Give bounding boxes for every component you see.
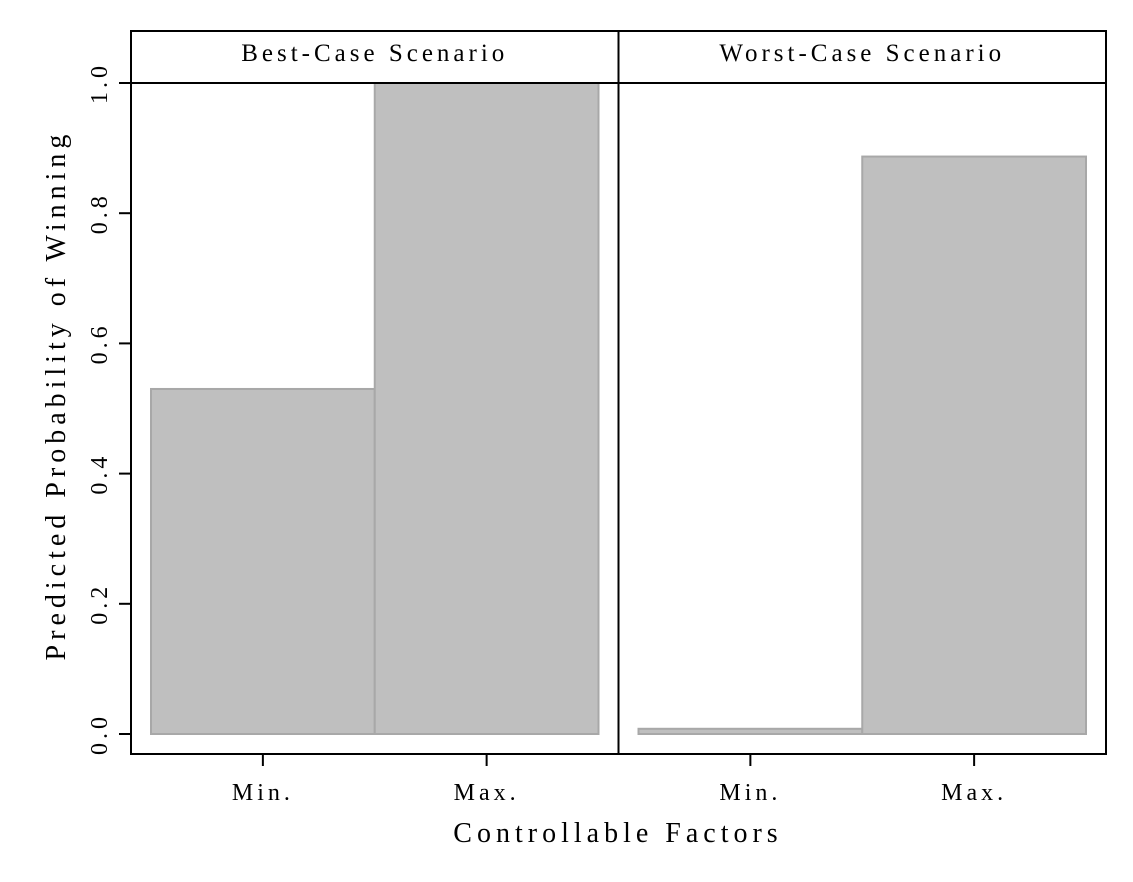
x-tick-label: Min. xyxy=(232,780,294,806)
x-tick-label: Max. xyxy=(941,780,1007,806)
panel-strip-label: Best-Case Scenario xyxy=(241,40,508,67)
bar-2-max xyxy=(861,155,1087,736)
y-tick-label: 0.8 xyxy=(87,192,113,234)
x-tick-label: Max. xyxy=(454,780,520,806)
bar-1-min xyxy=(150,387,376,735)
y-tick-label: 0.0 xyxy=(87,713,113,755)
panel-1: Best-Case Scenario xyxy=(130,30,620,755)
y-axis-title: Predicted Probability of Winning xyxy=(41,130,72,661)
panels-layer: Best-Case Scenario Worst-Case Scenario xyxy=(130,30,1107,755)
bar-1-max xyxy=(373,82,600,735)
x-axis-title: Controllable Factors xyxy=(453,818,782,849)
panel-strip xyxy=(617,30,1107,84)
y-tick-label: 0.2 xyxy=(87,583,113,625)
x-axis: Min. Max. Min. Max. xyxy=(232,754,1007,806)
panel-strip xyxy=(130,30,620,84)
y-tick-label: 0.6 xyxy=(87,322,113,364)
panel-2: Worst-Case Scenario xyxy=(617,30,1107,755)
panel-border xyxy=(617,82,1107,755)
y-tick-label: 1.0 xyxy=(87,62,113,104)
x-tick-label: Min. xyxy=(719,780,781,806)
y-axis: 0.0 0.2 0.4 0.6 0.8 1.0 xyxy=(87,62,131,755)
y-tick-label: 0.4 xyxy=(87,453,113,495)
panel-strip-label: Worst-Case Scenario xyxy=(719,40,1005,67)
bar-2-min xyxy=(637,727,864,735)
